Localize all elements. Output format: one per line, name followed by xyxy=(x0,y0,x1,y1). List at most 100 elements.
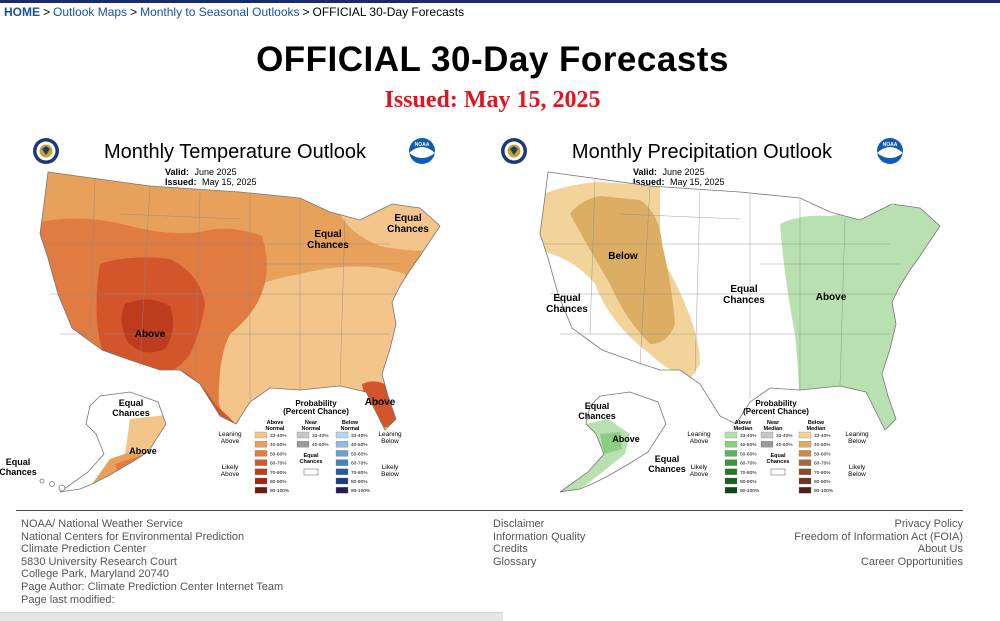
temp-label-above-sw: Above xyxy=(135,329,166,340)
breadcrumb-home-link[interactable]: HOME xyxy=(4,5,40,19)
disclaimer-link[interactable]: Disclaimer xyxy=(493,518,545,530)
noaa-logo-icon: NOAA xyxy=(409,138,435,164)
legend-range-label: 40-50% xyxy=(351,442,368,448)
legend-swatch-above xyxy=(724,459,738,466)
footer-line: Page last modified: xyxy=(21,593,115,606)
legend-range-label: 60-70% xyxy=(270,461,287,467)
svg-text:Probability(Percent Chance): Probability (Percent Chance) xyxy=(743,399,809,416)
legend-range-label: 33-40% xyxy=(740,433,757,439)
legend-swatch-below xyxy=(335,441,349,448)
precip-issued-value: May 15, 2025 xyxy=(670,177,725,187)
precip-legend: Probability (Percent Chance) Above Median … xyxy=(687,399,869,494)
legend-range-label: 80-90% xyxy=(351,479,368,485)
legend-range-label: 50-60% xyxy=(270,451,287,457)
top-accent-bar xyxy=(0,0,1000,3)
about-us-link[interactable]: About Us xyxy=(917,543,963,556)
precip-issued-label: Issued: xyxy=(633,177,665,187)
doc-seal-icon xyxy=(33,138,59,164)
legend-swatch-above xyxy=(724,431,738,439)
temp-legend: Probability (Percent Chance) Above Normal … xyxy=(218,399,402,494)
legend-swatch-above xyxy=(254,468,268,475)
legend-swatch-below xyxy=(798,431,812,439)
temp-label-equal-chances-hi: Equal Chances xyxy=(0,457,37,477)
legend-range-label: 70-80% xyxy=(740,470,757,476)
legend-range-label: 90-100% xyxy=(740,488,760,494)
career-opportunities-link[interactable]: Career Opportunities xyxy=(860,555,963,568)
precip-conus-shading xyxy=(539,171,941,431)
legend-swatch-below xyxy=(335,487,349,494)
precip-label-equal-chances-ak2: Equal Chances xyxy=(648,454,686,474)
breadcrumb-monthly-seasonal-link[interactable]: Monthly to Seasonal Outlooks xyxy=(140,5,300,19)
horizontal-scrollbar[interactable] xyxy=(0,612,503,621)
legend-swatch-below xyxy=(798,487,812,494)
legend-swatch-above xyxy=(724,487,738,494)
legend-range-label: 40-50% xyxy=(270,442,287,448)
legend-swatch-above xyxy=(254,477,268,485)
legend-range-label: 90-100% xyxy=(814,488,834,494)
temp-label-equal-chances-ak: Equal Chances xyxy=(112,398,150,418)
legend-swatch-above xyxy=(724,468,738,475)
breadcrumb-separator: > xyxy=(302,5,310,19)
legend-range-label: 33-40% xyxy=(351,433,368,439)
legend-swatch-below xyxy=(798,459,812,466)
breadcrumb: HOME > Outlook Maps > Monthly to Seasonal Ou… xyxy=(4,5,464,19)
legend-swatch-below xyxy=(798,450,812,457)
temp-label-equal-chances-ne: Equal Chances xyxy=(387,213,429,235)
legend-swatch-near xyxy=(760,441,774,448)
precip-label-equal-chances-w: Equal Chances xyxy=(546,293,588,315)
legend-swatch-above xyxy=(254,450,268,457)
footer-links-middle: Disclaimer Information Quality Credits G… xyxy=(493,518,585,568)
temp-map-title: Monthly Temperature Outlook xyxy=(104,141,367,163)
temperature-outlook-map[interactable]: NOAA Monthly Temperature Outlook Valid: … xyxy=(0,134,490,500)
doc-seal-icon xyxy=(501,138,527,164)
precip-label-above-e: Above xyxy=(816,292,847,303)
legend-swatch-near xyxy=(296,441,310,448)
privacy-policy-link[interactable]: Privacy Policy xyxy=(894,518,963,530)
temp-issued-value: May 15, 2025 xyxy=(202,177,257,187)
svg-text:NOAA: NOAA xyxy=(883,142,898,148)
legend-swatch-below xyxy=(335,431,349,439)
svg-text:Issued: May 15, 2025: Issued: May 15, 2025 xyxy=(165,177,257,187)
footer-line: Page Author: Climate Prediction Center I… xyxy=(21,580,284,593)
legend-range-label: 33-40% xyxy=(814,433,831,439)
footer-line: College Park, Maryland 20740 xyxy=(21,568,169,581)
information-quality-link[interactable]: Information Quality xyxy=(493,530,586,543)
credits-link[interactable]: Credits xyxy=(493,543,528,556)
breadcrumb-outlook-maps-link[interactable]: Outlook Maps xyxy=(53,5,128,19)
legend-swatch-below xyxy=(335,468,349,475)
foia-link[interactable]: Freedom of Information Act (FOIA) xyxy=(794,530,963,543)
legend-range-label: 50-60% xyxy=(814,451,831,457)
legend-swatch-below xyxy=(798,477,812,485)
legend-swatch-near xyxy=(760,431,774,439)
footer-divider xyxy=(16,510,963,511)
noaa-logo-icon: NOAA xyxy=(877,138,903,164)
legend-range-label: 80-90% xyxy=(814,479,831,485)
legend-range-label: 40-50% xyxy=(814,442,831,448)
precip-label-equal-chances-ak: Equal Chances xyxy=(578,401,616,421)
glossary-link[interactable]: Glossary xyxy=(493,555,537,568)
svg-text:Valid: June 2025: Valid: June 2025 xyxy=(633,167,705,177)
temp-label-above-fl: Above xyxy=(365,397,396,408)
legend-swatch-above xyxy=(724,477,738,485)
legend-range-label: 90-100% xyxy=(351,488,371,494)
svg-text:NOAA: NOAA xyxy=(415,142,430,148)
legend-range-label: 70-80% xyxy=(270,470,287,476)
footer-line: National Centers for Environmental Predi… xyxy=(21,530,245,543)
page-title: OFFICIAL 30-Day Forecasts xyxy=(256,40,729,79)
legend-swatch-above xyxy=(254,441,268,448)
footer-links-right: Privacy Policy Freedom of Information Ac… xyxy=(794,518,963,568)
legend-swatch-below xyxy=(798,468,812,475)
precip-label-below: Below xyxy=(608,251,638,262)
precipitation-outlook-map[interactable]: NOAA Monthly Precipitation Outlook Valid… xyxy=(500,134,990,500)
